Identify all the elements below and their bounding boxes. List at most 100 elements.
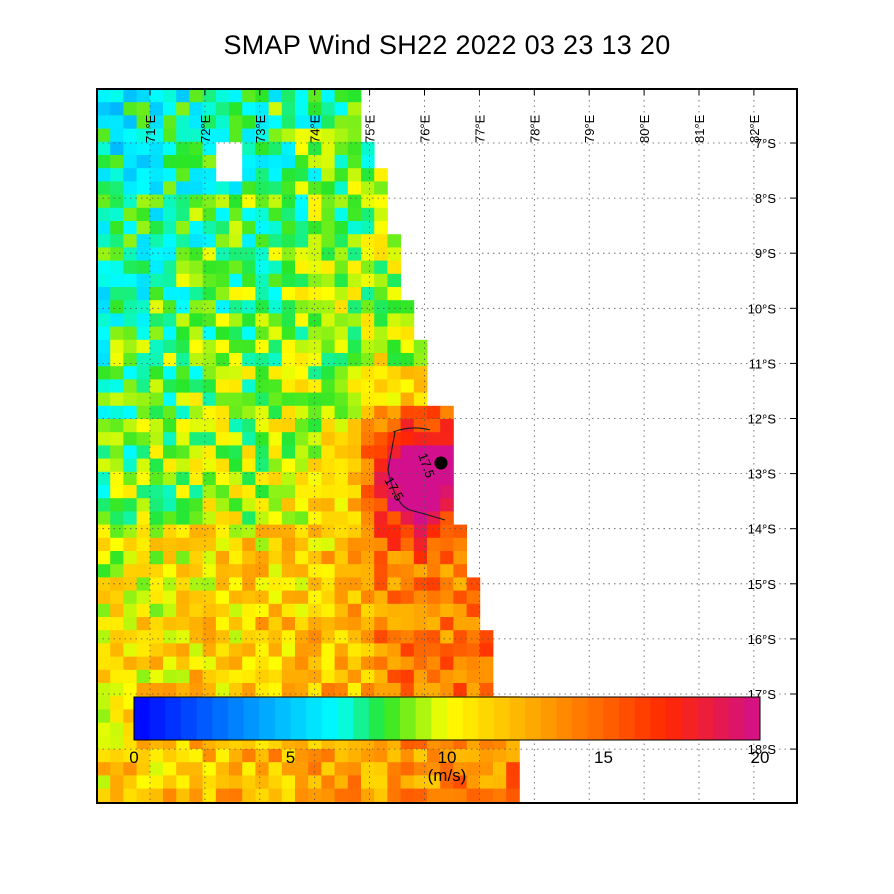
wind-cell	[347, 551, 362, 565]
colorbar-step	[415, 697, 432, 740]
wind-cell	[189, 234, 203, 248]
wind-cell	[493, 775, 507, 789]
wind-cell	[321, 168, 335, 182]
wind-cell	[321, 485, 335, 499]
wind-cell	[229, 775, 243, 789]
wind-cell	[361, 749, 375, 763]
wind-cell	[334, 471, 349, 486]
wind-cell	[308, 339, 322, 354]
wind-cell	[427, 775, 441, 789]
wind-cell	[229, 234, 243, 248]
wind-cell	[400, 419, 415, 433]
wind-cell	[136, 511, 151, 525]
wind-cell	[149, 115, 164, 129]
wind-cell	[202, 590, 217, 605]
wind-cell	[202, 379, 217, 393]
wind-cell	[242, 339, 256, 354]
wind-cell	[136, 273, 151, 288]
wind-cell	[295, 577, 309, 591]
wind-cell	[149, 221, 164, 235]
wind-cell	[149, 313, 164, 327]
wind-cell	[242, 485, 256, 499]
wind-cell	[347, 89, 362, 103]
lat-label: 16°S	[748, 632, 777, 647]
wind-cell	[123, 577, 137, 591]
lat-label: 8°S	[755, 191, 776, 206]
wind-cell	[97, 656, 111, 671]
wind-cell	[189, 207, 203, 222]
wind-cell	[97, 221, 111, 235]
wind-cell	[229, 287, 243, 301]
lon-label: 73°E	[253, 114, 268, 143]
wind-cell	[97, 669, 111, 684]
wind-cell	[149, 524, 164, 539]
wind-cell	[361, 458, 375, 473]
wind-cell	[295, 89, 309, 103]
wind-cell	[229, 339, 243, 354]
wind-cell	[176, 511, 190, 525]
wind-cell	[361, 392, 375, 407]
wind-cell	[268, 300, 283, 314]
wind-cell	[387, 326, 401, 341]
wind-cell	[268, 485, 283, 499]
wind-cell	[347, 247, 362, 261]
wind-cell	[136, 419, 151, 433]
wind-cell	[97, 89, 111, 103]
wind-cell	[176, 181, 190, 195]
wind-cell	[123, 669, 137, 684]
wind-cell	[229, 379, 243, 393]
wind-cell	[163, 603, 177, 618]
wind-cell	[413, 656, 428, 671]
wind-cell	[321, 630, 335, 644]
wind-cell	[136, 471, 151, 486]
wind-cell	[255, 128, 269, 143]
wind-cell	[163, 432, 177, 446]
wind-cell	[229, 471, 243, 486]
wind-cell	[295, 234, 309, 248]
wind-cell	[334, 221, 349, 235]
wind-cell	[189, 511, 203, 525]
wind-cell	[347, 300, 362, 314]
wind-cell	[321, 234, 335, 248]
lat-label: 12°S	[748, 412, 777, 427]
wind-cell	[189, 524, 203, 539]
wind-cell	[97, 273, 111, 288]
wind-cell	[163, 115, 177, 129]
wind-cell	[163, 89, 177, 103]
wind-cell	[242, 155, 256, 169]
wind-cell	[163, 524, 177, 539]
wind-cell	[281, 524, 296, 539]
wind-cell	[361, 656, 375, 671]
wind-cell	[295, 669, 309, 684]
wind-cell	[123, 379, 137, 393]
wind-cell	[149, 102, 164, 116]
wind-cell	[321, 181, 335, 195]
wind-cell	[97, 709, 111, 723]
wind-cell	[361, 313, 375, 327]
wind-cell	[334, 669, 349, 684]
wind-cell	[215, 300, 230, 314]
wind-cell	[110, 181, 124, 195]
wind-cell	[361, 379, 375, 393]
colorbar-step	[149, 697, 166, 740]
wind-cell	[361, 498, 375, 512]
storm-center-marker	[434, 456, 448, 470]
wind-cell	[136, 366, 151, 380]
wind-cell	[149, 603, 164, 618]
wind-cell	[387, 419, 401, 433]
wind-cell	[387, 260, 401, 275]
wind-cell	[163, 445, 177, 459]
wind-cell	[374, 405, 388, 420]
wind-cell	[242, 511, 256, 525]
wind-cell	[334, 577, 349, 591]
wind-cell	[361, 445, 375, 459]
wind-cell	[268, 419, 283, 433]
wind-cell	[347, 656, 362, 671]
wind-cell	[347, 762, 362, 776]
wind-cell	[295, 168, 309, 182]
wind-cell	[281, 339, 296, 354]
wind-cell	[255, 511, 269, 525]
wind-cell	[387, 313, 401, 327]
wind-cell	[440, 749, 454, 763]
